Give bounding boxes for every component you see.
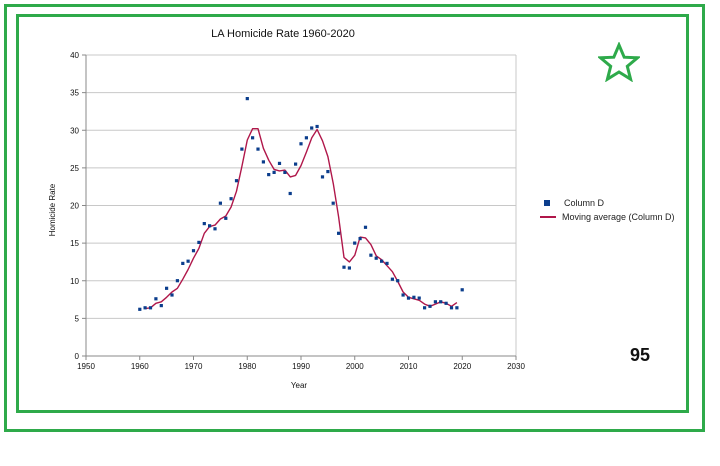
- moving-average-line: [144, 127, 458, 310]
- data-point: [326, 170, 330, 174]
- legend-line-marker: [540, 216, 556, 218]
- chart-title: LA Homicide Rate 1960-2020: [211, 28, 355, 40]
- star-outline-icon: [598, 42, 640, 82]
- data-point: [294, 162, 298, 166]
- data-point: [315, 124, 319, 129]
- outer-frame: [4, 4, 705, 432]
- data-point: [406, 296, 411, 300]
- data-point: [374, 256, 378, 260]
- data-point: [170, 293, 174, 297]
- data-point: [310, 126, 314, 130]
- y-tick-label: 40: [70, 51, 79, 60]
- data-point: [347, 266, 351, 270]
- data-point: [234, 179, 239, 183]
- data-point: [444, 301, 448, 305]
- points-layer: [138, 97, 464, 311]
- data-point: [390, 277, 394, 281]
- data-point: [401, 293, 405, 297]
- data-point: [186, 259, 190, 263]
- data-point: [277, 161, 282, 165]
- legend-item-line: Moving average (Column D): [538, 210, 675, 224]
- y-tick-label: 0: [75, 352, 80, 361]
- y-tick-label: 15: [70, 239, 79, 248]
- data-point: [396, 279, 400, 283]
- data-point: [261, 160, 265, 164]
- data-point: [342, 265, 346, 269]
- data-point: [320, 175, 325, 179]
- x-tick-label: 1970: [185, 362, 203, 371]
- data-point: [218, 201, 222, 205]
- inner-frame: [16, 14, 689, 413]
- data-point: [304, 136, 308, 140]
- data-point: [358, 237, 362, 241]
- data-point: [337, 231, 341, 235]
- data-point: [154, 297, 158, 301]
- data-point: [380, 259, 384, 263]
- data-point: [267, 173, 271, 177]
- y-tick-label: 25: [70, 164, 79, 173]
- data-point: [202, 222, 206, 226]
- axes: 0 5 10 15 20 25 30 35 40 1950 1960 1970 1980 1990 2000…: [70, 51, 525, 371]
- data-point: [208, 224, 212, 228]
- data-point: [165, 286, 169, 290]
- data-point: [449, 306, 454, 310]
- x-tick-label: 2030: [507, 362, 525, 371]
- x-tick-label: 1950: [77, 362, 95, 371]
- data-point: [428, 304, 432, 308]
- data-point: [191, 249, 196, 253]
- data-point: [299, 142, 303, 146]
- data-point: [353, 241, 357, 245]
- data-point: [256, 147, 260, 151]
- data-point: [288, 191, 292, 196]
- data-point: [455, 306, 459, 310]
- data-point: [412, 295, 416, 299]
- y-tick-label: 20: [70, 202, 79, 211]
- data-point: [138, 307, 142, 311]
- data-point: [433, 300, 437, 304]
- data-point: [283, 170, 287, 174]
- data-point: [363, 225, 368, 229]
- data-point: [423, 306, 427, 310]
- x-tick-label: 2010: [400, 362, 418, 371]
- y-tick-label: 30: [70, 126, 79, 135]
- data-point: [245, 97, 249, 101]
- data-point: [251, 136, 255, 140]
- legend-square-marker: [544, 200, 550, 206]
- x-tick-label: 2000: [346, 362, 364, 371]
- data-point: [148, 306, 153, 310]
- data-point: [369, 253, 373, 257]
- data-point: [213, 227, 217, 231]
- data-point: [439, 300, 443, 304]
- moving-average-layer: [144, 127, 458, 310]
- x-tick-label: 1990: [292, 362, 310, 371]
- data-point: [417, 296, 421, 300]
- data-point: [331, 201, 335, 205]
- legend-item-points: Column D: [538, 196, 675, 210]
- y-tick-label: 5: [75, 314, 80, 323]
- page-number: 95: [630, 345, 651, 365]
- x-tick-label: 2020: [453, 362, 471, 371]
- data-point: [143, 306, 147, 310]
- x-tick-label: 1960: [131, 362, 149, 371]
- data-point: [240, 147, 244, 151]
- y-axis-label: Homicide Rate: [48, 183, 57, 236]
- data-point: [224, 216, 228, 220]
- x-tick-label: 1980: [238, 362, 256, 371]
- data-point: [272, 170, 276, 174]
- data-point: [175, 279, 179, 283]
- data-point: [385, 261, 389, 265]
- legend-label-points: Column D: [564, 198, 605, 208]
- x-axis-label: Year: [291, 381, 308, 390]
- data-point: [229, 197, 233, 201]
- data-point: [159, 304, 163, 308]
- data-point: [460, 288, 464, 292]
- legend-label-line: Moving average (Column D): [562, 212, 675, 222]
- legend: Column D Moving average (Column D): [538, 196, 675, 224]
- y-tick-label: 10: [70, 277, 79, 286]
- grid: [86, 54, 517, 356]
- y-tick-label: 35: [70, 89, 79, 98]
- data-point: [181, 261, 185, 265]
- data-point: [197, 240, 201, 244]
